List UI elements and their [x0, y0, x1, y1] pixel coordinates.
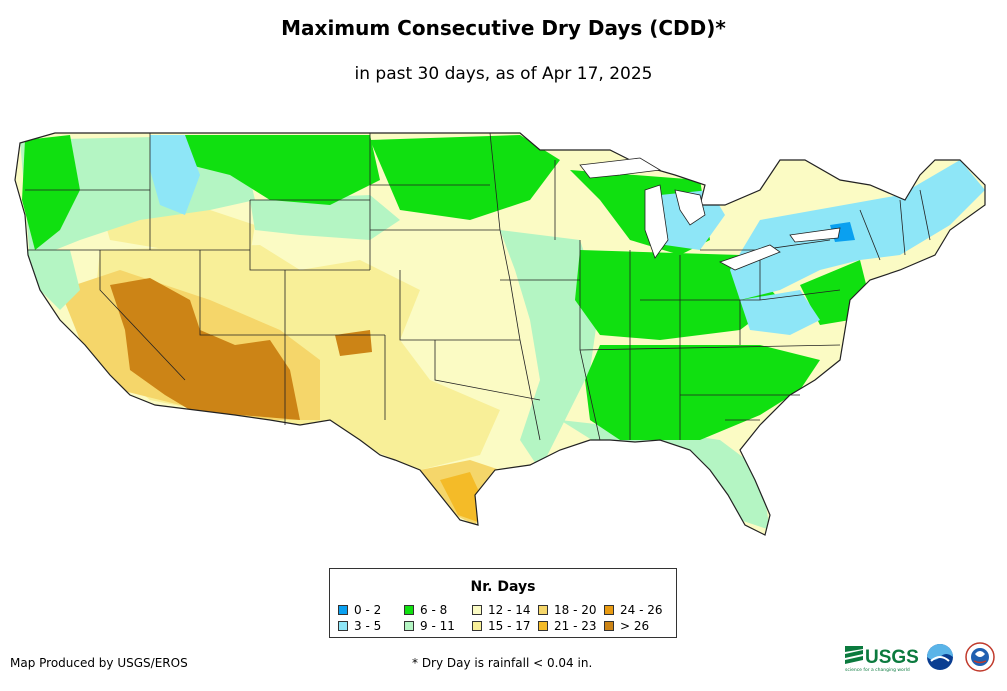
legend-swatch: [472, 621, 482, 631]
legend-label: 9 - 11: [420, 619, 455, 633]
legend-item-15-17: 15 - 17: [472, 619, 531, 633]
usgs-tagline: science for a changing world: [845, 667, 910, 673]
legend-item-21-23: 21 - 23: [538, 619, 597, 633]
weather-service-logo: [965, 642, 995, 672]
legend-item-6-8: 6 - 8: [404, 603, 447, 617]
legend-swatch: [472, 605, 482, 615]
legend-label: 18 - 20: [554, 603, 597, 617]
region-9-11-south: [560, 420, 770, 530]
dry-day-footnote: * Dry Day is rainfall < 0.04 in.: [412, 656, 593, 670]
legend-label: 21 - 23: [554, 619, 597, 633]
region-over-26: [110, 278, 300, 420]
region-9-11-central: [500, 230, 600, 470]
legend-swatch: [604, 621, 614, 631]
legend-swatch: [538, 605, 548, 615]
legend-item-9-11: 9 - 11: [404, 619, 455, 633]
legend-item-0-2: 0 - 2: [338, 603, 381, 617]
region-over-26-nm: [335, 330, 372, 356]
legend-swatch: [404, 621, 414, 631]
legend-swatch: [404, 605, 414, 615]
noaa-logo: [927, 644, 953, 670]
region-3-5-virginia: [740, 290, 820, 335]
legend-label: 0 - 2: [354, 603, 382, 617]
legend-label: 24 - 26: [620, 603, 663, 617]
legend-item-18-20: 18 - 20: [538, 603, 597, 617]
map-subtitle: in past 30 days, as of Apr 17, 2025: [354, 64, 653, 84]
great-lakes: [579, 157, 841, 271]
usgs-logo-text: USGS: [865, 647, 919, 668]
legend-swatch: [604, 605, 614, 615]
state-boundaries: [25, 132, 931, 441]
region-6-8-dakota: [370, 135, 560, 220]
legend-label: 12 - 14: [488, 603, 531, 617]
legend-swatch: [338, 621, 348, 631]
legend-swatch: [338, 605, 348, 615]
map-legend: Nr. Days 0 - 2 3 - 5 6 - 8 9 - 11 12 - 1…: [329, 568, 677, 638]
region-9-11-california: [25, 250, 80, 310]
legend-label: 6 - 8: [420, 603, 448, 617]
map-title: Maximum Consecutive Dry Days (CDD)*: [281, 16, 726, 40]
legend-item-over-26: > 26: [604, 619, 649, 633]
legend-item-24-26: 24 - 26: [604, 603, 663, 617]
legend-label: 3 - 5: [354, 619, 382, 633]
region-9-11-north: [250, 195, 400, 240]
usgs-logo: USGS science for a changing world: [845, 646, 919, 673]
region-3-5-idaho: [150, 135, 200, 215]
legend-label: > 26: [620, 619, 650, 633]
legend-item-12-14: 12 - 14: [472, 603, 531, 617]
region-6-8-southeast: [585, 345, 820, 440]
agency-logos: USGS science for a changing world: [845, 642, 995, 673]
region-6-8-montana: [180, 135, 380, 205]
map-credit: Map Produced by USGS/EROS: [10, 656, 188, 670]
region-21-23: [440, 472, 482, 522]
legend-swatch: [538, 621, 548, 631]
region-6-8-northwest: [22, 135, 80, 250]
legend-title: Nr. Days: [470, 579, 536, 595]
region-6-8-ohio-valley: [575, 250, 780, 340]
legend-label: 15 - 17: [488, 619, 531, 633]
legend-item-3-5: 3 - 5: [338, 619, 381, 633]
